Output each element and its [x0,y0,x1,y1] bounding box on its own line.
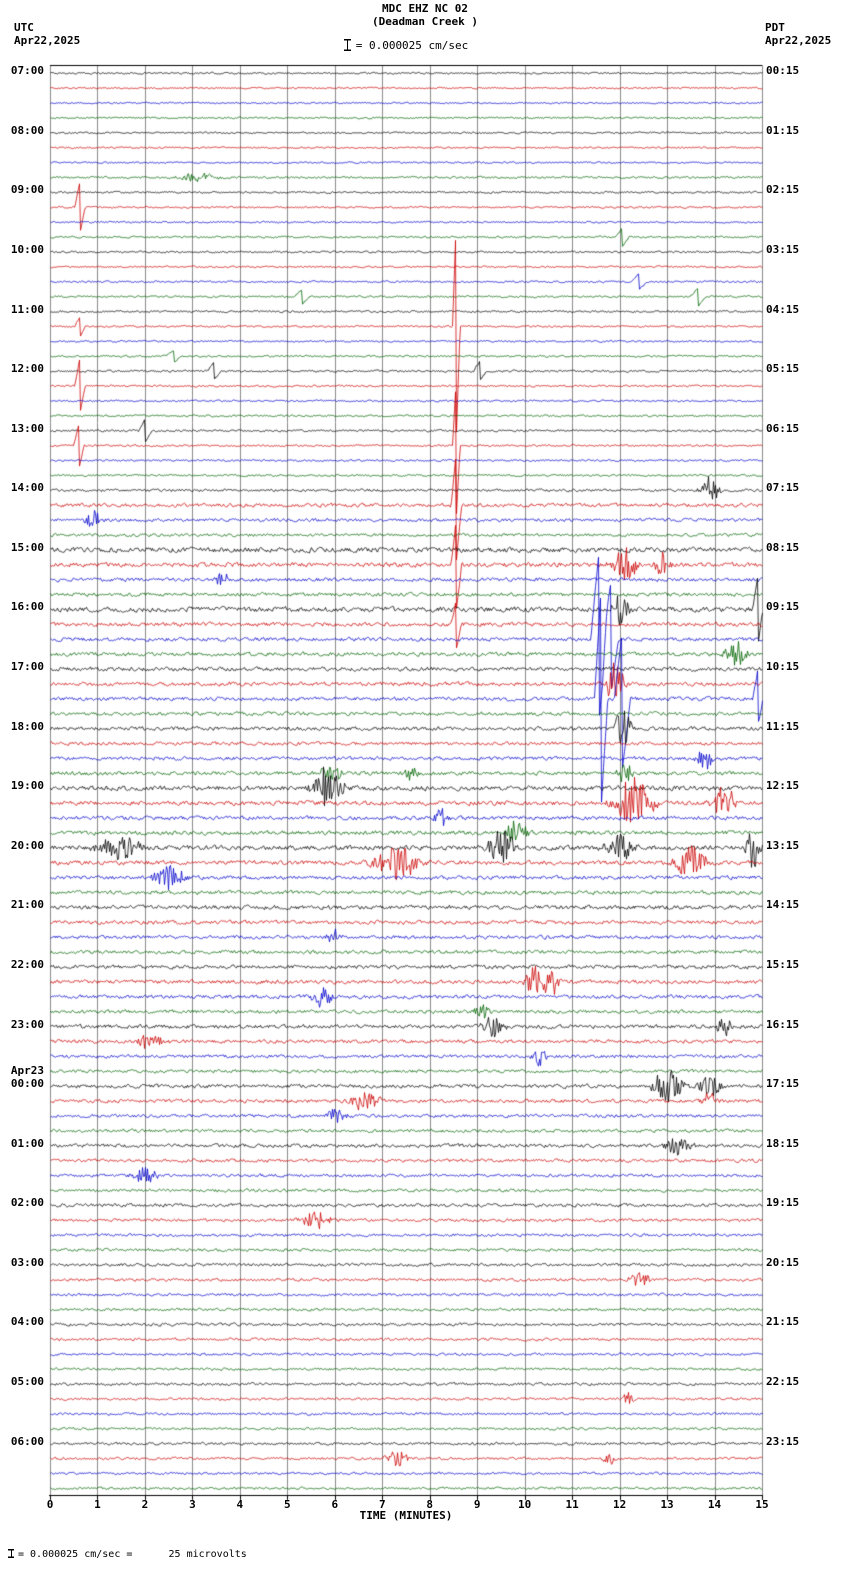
x-axis-tick-label: 9 [473,1498,481,1511]
x-axis-tick-label: 4 [236,1498,244,1511]
utc-hour-label: 17:00 [10,660,44,674]
pdt-hour-label: 03:15 [766,242,800,256]
utc-hour-label: 21:00 [10,898,44,912]
x-axis-tick-label: 14 [707,1498,722,1511]
utc-hour-label: 10:00 [10,242,44,256]
pdt-hour-label: 12:15 [766,779,800,793]
utc-hour-label: 08:00 [10,123,44,137]
utc-time-labels-column: 07:00 08:00 09:00 10:00 11:00 12:00 13:00 14:00… [0,0,46,1584]
utc-date: Apr22,2025 [14,34,81,47]
x-axis-tick-label: 6 [331,1498,339,1511]
x-axis-tick-label: 0 [46,1498,54,1511]
utc-hour-label: 07:00 [10,64,44,78]
utc-hour-label: 00:00 [10,1077,44,1091]
utc-hour-label: 14:00 [10,481,44,495]
x-axis-tick-label: 2 [141,1498,149,1511]
station-location: (Deadman Creek ) [372,15,478,28]
pdt-hour-label: 16:15 [766,1017,800,1031]
x-axis-tick-label: 11 [565,1498,579,1511]
utc-hour-label: 12:00 [10,362,44,376]
x-axis-tick-label: 1 [94,1498,101,1511]
x-axis-tick-label: 15 [755,1498,769,1511]
pdt-hour-label: 02:15 [766,183,800,197]
scale-bar-icon [8,1549,14,1558]
pdt-hour-label: 13:15 [766,838,800,852]
pdt-hour-label: 01:15 [766,123,800,137]
pdt-time-labels-column: 00:15 01:15 02:15 03:15 04:15 05:15 06:15 07:15… [766,0,850,1584]
pdt-hour-label: 10:15 [766,660,800,674]
x-axis-tick-label: 13 [660,1498,674,1511]
date-change-label: Apr23 [10,1064,44,1078]
pdt-hour-label: 08:15 [766,540,800,554]
pdt-hour-label: 23:15 [766,1434,800,1448]
utc-hour-label: 16:00 [10,600,44,614]
utc-hour-label: 06:00 [10,1434,44,1448]
utc-hour-label: 13:00 [10,421,44,435]
pdt-hour-label: 14:15 [766,898,800,912]
pdt-hour-label: 17:15 [766,1077,800,1091]
pdt-hour-label: 11:15 [766,719,800,733]
utc-hour-label: 18:00 [10,719,44,733]
x-axis-tick-label: 7 [378,1498,386,1511]
pdt-hour-label: 22:15 [766,1375,800,1389]
utc-hour-label: 09:00 [10,183,44,197]
pdt-hour-label: 09:15 [766,600,800,614]
utc-hour-label: 03:00 [10,1255,44,1269]
pdt-timezone-label: PDT [765,21,785,34]
scale-bar-icon [343,39,351,51]
x-axis-tick-label: 12 [612,1498,627,1511]
utc-hour-label: 20:00 [10,838,44,852]
x-axis-tick-label: 3 [189,1498,196,1511]
scale-line: = 0.000025 cm/sec [0,39,812,52]
x-axis-tick-label: 8 [426,1498,434,1511]
utc-timezone-label: UTC [14,21,34,34]
scale-footnote-text: = 0.000025 cm/sec = 25 microvolts [18,1549,247,1560]
pdt-hour-label: 19:15 [766,1196,800,1210]
x-axis-tick-label: 10 [518,1498,532,1511]
pdt-hour-label: 18:15 [766,1136,800,1150]
scale-label: = 0.000025 cm/sec [355,39,469,52]
x-axis-tick-label: 5 [284,1498,291,1511]
utc-hour-label: 04:00 [10,1315,44,1329]
utc-hour-label: 05:00 [10,1375,44,1389]
pdt-hour-label: 05:15 [766,362,800,376]
utc-hour-label: 01:00 [10,1136,44,1150]
utc-hour-label: 02:00 [10,1196,44,1210]
pdt-hour-label: 06:15 [766,421,800,435]
station-title: MDC EHZ NC 02 [381,2,469,15]
scale-footnote: = 0.000025 cm/sec = 25 microvolts [8,1549,247,1560]
pdt-hour-label: 04:15 [766,302,800,316]
pdt-hour-label: 00:15 [766,64,800,78]
pdt-hour-label: 21:15 [766,1315,800,1329]
utc-hour-label: 23:00 [10,1017,44,1031]
utc-hour-label: 15:00 [10,540,44,554]
x-axis-title: TIME (MINUTES) [359,1509,453,1522]
utc-hour-label: 22:00 [10,957,44,971]
pdt-hour-label: 07:15 [766,481,800,495]
pdt-date: Apr22,2025 [765,34,832,47]
pdt-hour-label: 15:15 [766,957,800,971]
utc-hour-label: 11:00 [10,302,44,316]
utc-hour-label: 19:00 [10,779,44,793]
pdt-hour-label: 20:15 [766,1255,800,1269]
